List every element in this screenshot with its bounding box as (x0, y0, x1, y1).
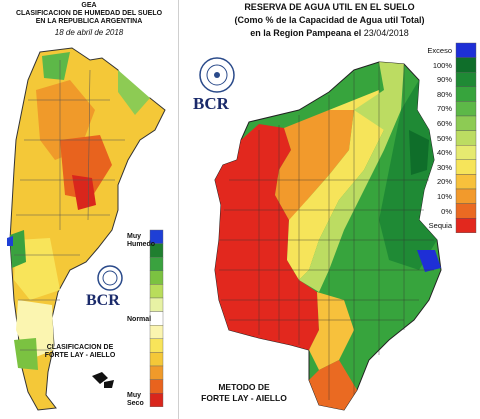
left-legend-mid-label: Normal (127, 316, 152, 323)
right-legend-label: 100% (432, 60, 452, 70)
green-northeast (118, 70, 150, 115)
left-legend-swatch (149, 270, 164, 285)
red-zone-2 (72, 175, 96, 210)
pampeana-water-reserve-panel: RESERVA DE AGUA UTIL EN EL SUELO (Como %… (179, 0, 480, 419)
right-legend-swatch (455, 57, 477, 73)
argentina-moisture-map-panel: GEA CLASIFICACION DE HUMEDAD DEL SUELO E… (0, 0, 179, 419)
yellow-south (14, 238, 60, 300)
right-method: METODO DE FORTE LAY - AIELLO (189, 382, 299, 404)
argentina-map (7, 47, 166, 411)
right-legend-swatch (455, 203, 477, 219)
right-method-line-2: FORTE LAY - AIELLO (201, 393, 287, 403)
right-legend-swatch (455, 71, 477, 87)
right-legend-label: Sequia (428, 221, 452, 231)
right-legend-label: 40% (436, 148, 452, 158)
right-legend (455, 42, 477, 233)
south-red (309, 360, 357, 410)
right-title: RESERVA DE AGUA UTIL EN EL SUELO (244, 2, 415, 12)
lower-orange (309, 292, 354, 370)
green-north (42, 52, 70, 80)
right-legend-swatch (455, 115, 477, 131)
right-legend-label: Exceso (427, 46, 452, 55)
left-legend-swatch (149, 297, 164, 312)
right-legend-label: 70% (436, 104, 452, 114)
department-lines (219, 62, 434, 400)
right-legend-swatch (455, 174, 477, 190)
right-legend-swatch (455, 159, 477, 175)
left-legend-swatch (149, 352, 164, 367)
left-blue-spot (7, 236, 13, 246)
left-bcr-logo-emblem (97, 265, 123, 291)
left-title-line-2: CLASIFICACION DE HUMEDAD DEL SUELO (15, 10, 163, 17)
right-date: 23/04/2018 (363, 28, 409, 38)
dry-band-yellow (287, 90, 384, 280)
left-title-line-3: EN LA REPUBLICA ARGENTINA (35, 18, 143, 25)
right-region-line: en la Region Pampeana el 23/04/2018 (179, 28, 480, 38)
left-legend-swatch (149, 393, 164, 408)
left-legend (149, 229, 164, 408)
left-legend-swatch (149, 257, 164, 272)
left-legend-top-label: Muy Humedo (127, 233, 155, 248)
malvinas-islands (92, 372, 114, 388)
left-legend-swatch (149, 311, 164, 326)
right-legend-swatch (455, 217, 477, 233)
right-legend-swatch (455, 86, 477, 102)
east-very-dark (409, 130, 429, 175)
left-legend-swatch (149, 284, 164, 299)
right-legend-swatch (455, 144, 477, 160)
east-dark-green (379, 80, 437, 270)
pampeana-map (199, 42, 477, 411)
left-legend-swatch (149, 365, 164, 380)
right-legend-label: 10% (436, 192, 452, 201)
province-lines (14, 60, 125, 351)
exceso-zone (417, 250, 441, 272)
red-zone (60, 135, 112, 200)
right-legend-label: 80% (436, 89, 452, 99)
right-legend-swatch (455, 188, 477, 204)
left-title-line-1: GEA (81, 2, 97, 9)
right-method-line-1: METODO DE (218, 382, 270, 392)
left-date: 18 de abril de 2018 (54, 28, 124, 37)
left-legend-swatch (149, 338, 164, 353)
right-legend-swatch (455, 130, 477, 146)
left-title: GEA CLASIFICACION DE HUMEDAD DEL SUELO E… (0, 2, 178, 26)
mid-green-light (299, 62, 404, 292)
left-legend-bottom-label: Muy Seco (127, 392, 144, 407)
left-bcr-logo-text: BCR (86, 292, 120, 309)
right-legend-label: 60% (436, 119, 452, 128)
left-method-line-2: FORTE LAY - AIELLO (44, 352, 116, 359)
green-west (10, 230, 26, 268)
right-legend-label: 0% (441, 206, 452, 216)
right-legend-label: 90% (436, 75, 452, 85)
right-subtitle: (Como % de la Capacidad de Agua util Tot… (234, 15, 425, 25)
right-legend-label: 30% (436, 162, 452, 172)
right-legend-swatch (455, 101, 477, 117)
left-legend-swatch (149, 379, 164, 394)
sequia-west-zone (215, 124, 319, 350)
right-bcr-logo-text: BCR (193, 94, 229, 113)
left-method: CLASIFICACION DE FORTE LAY - AIELLO (20, 344, 140, 360)
right-bcr-logo-emblem (199, 57, 235, 93)
right-region-prefix: en la Region Pampeana el (250, 28, 364, 38)
green-sw (14, 338, 38, 370)
right-legend-label: 50% (436, 133, 452, 143)
right-legend-swatch (455, 42, 477, 58)
left-method-line-1: CLASIFICACION DE (46, 344, 114, 351)
left-legend-swatch (149, 325, 164, 340)
dry-band-orange (275, 110, 354, 220)
right-legend-label: 20% (436, 177, 452, 187)
